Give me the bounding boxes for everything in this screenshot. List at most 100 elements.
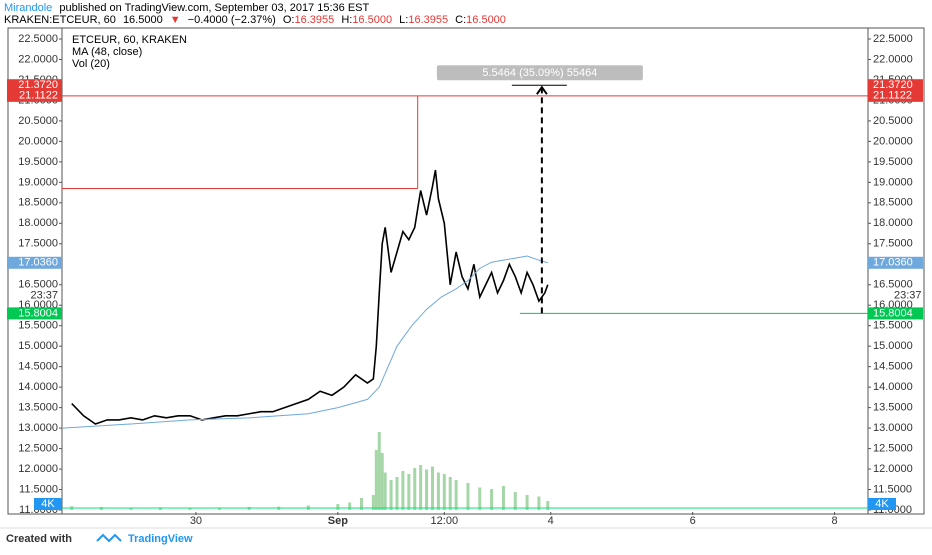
level-label: 17.0360 [18,257,58,269]
y-tick-label-left: 20.5000 [18,115,58,127]
level-label: 15.8004 [18,307,58,319]
level-box [868,307,923,320]
volume-bar [425,469,429,510]
volume-bar [129,507,133,510]
level-label: 15.8004 [873,307,913,319]
y-tick-label-right: 11.5000 [873,483,912,495]
volume-bar [374,450,378,510]
volume-bar [448,477,452,510]
volume-bar [478,487,482,510]
plot: 5.5464 (35.09%) 55464 [62,65,868,510]
x-tick-label: 4 [548,515,554,527]
x-tick-label: 12:00 [431,515,459,527]
y-tick-label-right: 20.0000 [873,135,913,147]
volume-bar [430,466,434,510]
volume-tick-box [34,498,62,510]
level-box [868,256,923,269]
countdown: 23:37 [30,290,58,302]
volume-bar [371,495,375,510]
volume-bar [158,507,162,510]
level-box [7,307,62,320]
ohlc-line: KRAKEN:ETCEUR, 60 16.5000 ▼ −0.4000 (−2.… [4,14,506,26]
y-tick-label-left: 12.5000 [18,442,58,454]
volume-tick-label: 4K [875,498,889,510]
measure-box [436,65,643,81]
x-tick-label: Sep [328,515,348,527]
c: 16.5000 [466,14,506,26]
level-label: 21.3720 [18,79,58,91]
y-tick-label-left: 15.0000 [18,340,58,352]
y-tick-label-right: 12.0000 [873,463,913,475]
volume-bar [436,472,440,510]
y-tick-label-right: 15.5000 [873,320,913,332]
footer-created: Created with [6,533,72,545]
y-tick-label-left: 22.5000 [18,33,58,45]
legend-symbol: ETCEUR, 60, KRAKEN [72,34,187,46]
y-tick-label-left: 14.0000 [18,381,58,393]
y-tick-label-right: 20.5000 [873,115,913,127]
o-label: O: [283,14,295,26]
y-tick-label-left: 20.0000 [18,135,58,147]
volume-bar [454,480,458,510]
volume-bar [401,471,405,510]
level-label: 21.1122 [873,90,912,102]
y-tick-label-right: 15.0000 [873,340,913,352]
volume-tick-box [868,498,896,510]
level-label: 17.0360 [873,257,913,269]
symbol: KRAKEN:ETCEUR, 60 [4,14,116,26]
volume-bar [389,480,393,510]
volume-bar [537,496,541,510]
legend-vol: Vol (20) [72,58,110,70]
y-tick-label-left: 18.0000 [18,217,58,229]
volume-bar [419,465,423,510]
y-tick-label-left: 15.5000 [18,320,58,332]
y-tick-label-left: 12.0000 [18,463,58,475]
volume-bar [380,453,384,510]
y-tick-label-left: 19.0000 [18,176,58,188]
y-tick-label-right: 22.5000 [873,33,913,45]
y-tick-label-right: 14.0000 [873,381,913,393]
down-arrow: ▼ [170,14,181,26]
change: −0.4000 (−2.37%) [188,14,276,26]
x-tick-label: 30 [190,515,202,527]
volume-bar [348,502,352,510]
o: 16.3955 [294,14,334,26]
y-tick-label-right: 13.5000 [873,402,913,414]
y-tick-label-right: 17.5000 [873,238,913,250]
legend-ma: MA (48, close) [72,46,142,58]
volume-bar [442,474,446,510]
y-tick-label-right: 18.5000 [873,197,913,209]
volume-bar [407,474,411,510]
y-tick-label-right: 12.5000 [873,442,913,454]
volume-tick-label: 4K [41,498,55,510]
tv-logo [96,533,122,543]
y-tick-label-right: 16.5000 [873,279,913,291]
y-tick-label-right: 14.5000 [873,361,913,373]
l-label: L: [399,14,408,26]
level-box [868,89,923,102]
volume-bar [546,501,550,510]
y-tick-label-right: 13.0000 [873,422,913,434]
y-tick-label-left: 11.5000 [19,483,58,495]
footer-brand[interactable]: TradingView [128,533,193,545]
volume-bar [218,507,222,510]
volume-bar [336,504,340,510]
y-tick-label-left: 18.5000 [18,197,58,209]
l: 16.3955 [408,14,448,26]
frame [7,27,925,515]
level-box [7,89,62,102]
volume-bar [395,477,399,510]
ma-line [62,255,548,429]
volume-bar [383,472,387,510]
volume-bar [188,507,192,510]
level-box [868,79,923,92]
countdown-right: 23:37 [894,290,922,302]
y-tick-label-right: 22.0000 [873,53,913,65]
price-line [71,169,549,425]
header-line: Mirandole published on TradingView.com, … [4,2,369,14]
measure-arrowhead [536,85,548,95]
author[interactable]: Mirandole [4,2,52,14]
y-tick-label-right: 19.5000 [873,156,913,168]
volume-bar [466,483,470,510]
volume-bar [377,432,381,510]
